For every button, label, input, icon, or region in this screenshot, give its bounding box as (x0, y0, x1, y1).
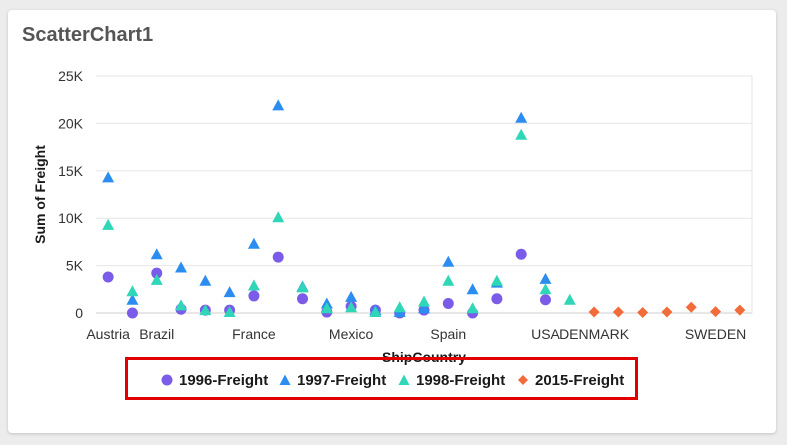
legend-label: 2015-Freight (535, 371, 625, 389)
y-tick-label: 20K (58, 115, 84, 131)
data-point-1997-freight[interactable] (223, 286, 236, 298)
data-point-2015-freight[interactable] (588, 306, 600, 318)
data-point-1998-freight[interactable] (466, 302, 479, 314)
data-point-1996-freight[interactable] (491, 293, 503, 305)
data-point-1998-freight[interactable] (515, 128, 528, 140)
x-tick-label: Mexico (329, 326, 374, 342)
legend-label: 1998-Freight (416, 371, 506, 389)
data-point-1997-freight[interactable] (345, 290, 358, 302)
data-point-1996-freight[interactable] (151, 267, 163, 279)
data-point-1998-freight[interactable] (393, 301, 406, 313)
data-point-1997-freight[interactable] (126, 293, 139, 305)
data-point-1998-freight[interactable] (418, 295, 430, 307)
data-point-1996-freight[interactable] (272, 251, 284, 263)
triangle-marker-icon (398, 374, 410, 385)
data-point-1997-freight[interactable] (539, 272, 552, 284)
data-point-1997-freight[interactable] (442, 255, 455, 267)
y-axis-title: Sum of Freight (32, 145, 48, 244)
data-point-1996-freight[interactable] (102, 271, 114, 283)
data-point-2015-freight[interactable] (734, 304, 746, 316)
circle-marker-icon (161, 374, 173, 386)
data-point-1997-freight[interactable] (515, 111, 528, 123)
data-point-1998-freight[interactable] (563, 293, 576, 305)
data-point-2015-freight[interactable] (685, 301, 697, 313)
legend-label: 1997-Freight (297, 371, 387, 389)
legend-label: 1996-Freight (179, 371, 269, 389)
data-point-1998-freight[interactable] (369, 306, 382, 318)
y-tick-label: 5K (66, 258, 84, 274)
x-tick-label: DENMARK (559, 326, 630, 342)
data-point-1998-freight[interactable] (442, 274, 455, 286)
data-point-1997-freight[interactable] (418, 302, 430, 314)
data-point-1997-freight[interactable] (272, 99, 285, 111)
data-point-2015-freight[interactable] (637, 307, 649, 319)
data-point-1998-freight[interactable] (247, 279, 260, 291)
data-point-1997-freight[interactable] (247, 237, 260, 249)
data-point-1997-freight[interactable] (102, 171, 115, 183)
data-point-1998-freight[interactable] (199, 304, 212, 316)
data-point-1996-freight[interactable] (539, 294, 551, 306)
data-point-2015-freight[interactable] (710, 306, 722, 318)
legend-item-1997[interactable]: 1997-Freight (279, 370, 386, 390)
data-point-2015-freight[interactable] (612, 306, 624, 318)
legend-item-2015[interactable]: 2015-Freight (517, 370, 624, 390)
data-point-1998-freight[interactable] (320, 302, 333, 314)
data-point-1998-freight[interactable] (223, 306, 236, 318)
data-point-1998-freight[interactable] (175, 299, 188, 311)
x-tick-label: Spain (430, 326, 466, 342)
data-point-1997-freight[interactable] (150, 248, 163, 260)
y-tick-label: 15K (58, 163, 84, 179)
data-point-1998-freight[interactable] (539, 283, 552, 295)
data-point-1998-freight[interactable] (345, 301, 358, 313)
data-point-1998-freight[interactable] (272, 211, 285, 223)
data-point-1997-freight[interactable] (466, 283, 479, 295)
x-tick-label: Brazil (139, 326, 174, 342)
data-point-2015-freight[interactable] (661, 306, 673, 318)
y-tick-label: 25K (58, 68, 84, 84)
x-tick-label: France (232, 326, 276, 342)
legend-item-1996[interactable]: 1996-Freight (161, 370, 268, 390)
x-tick-label: USA (531, 326, 560, 342)
diamond-marker-icon (518, 375, 528, 385)
data-point-1998-freight[interactable] (490, 274, 503, 286)
data-point-1996-freight[interactable] (515, 248, 527, 260)
data-point-1996-freight[interactable] (297, 293, 309, 305)
chart-title: ScatterChart1 (22, 24, 154, 46)
data-point-1996-freight[interactable] (442, 298, 454, 310)
y-tick-label: 0 (75, 305, 83, 321)
data-point-1998-freight[interactable] (296, 281, 309, 293)
x-tick-label: SWEDEN (685, 326, 746, 342)
data-point-1997-freight[interactable] (175, 261, 188, 273)
y-tick-label: 10K (58, 210, 84, 226)
x-tick-label: Austria (86, 326, 130, 342)
legend-item-1998[interactable]: 1998-Freight (398, 370, 505, 390)
chart-legend: 1996-Freight 1997-Freight 1998-Freight 2… (125, 357, 638, 400)
data-point-1996-freight[interactable] (248, 290, 260, 302)
chart-card: ScatterChart1 (8, 10, 776, 433)
data-point-1998-freight[interactable] (150, 273, 163, 285)
triangle-marker-icon (279, 374, 291, 385)
data-point-1998-freight[interactable] (126, 285, 139, 297)
data-point-1997-freight[interactable] (199, 274, 212, 286)
data-point-1998-freight[interactable] (102, 218, 115, 230)
data-point-1996-freight[interactable] (126, 307, 138, 319)
